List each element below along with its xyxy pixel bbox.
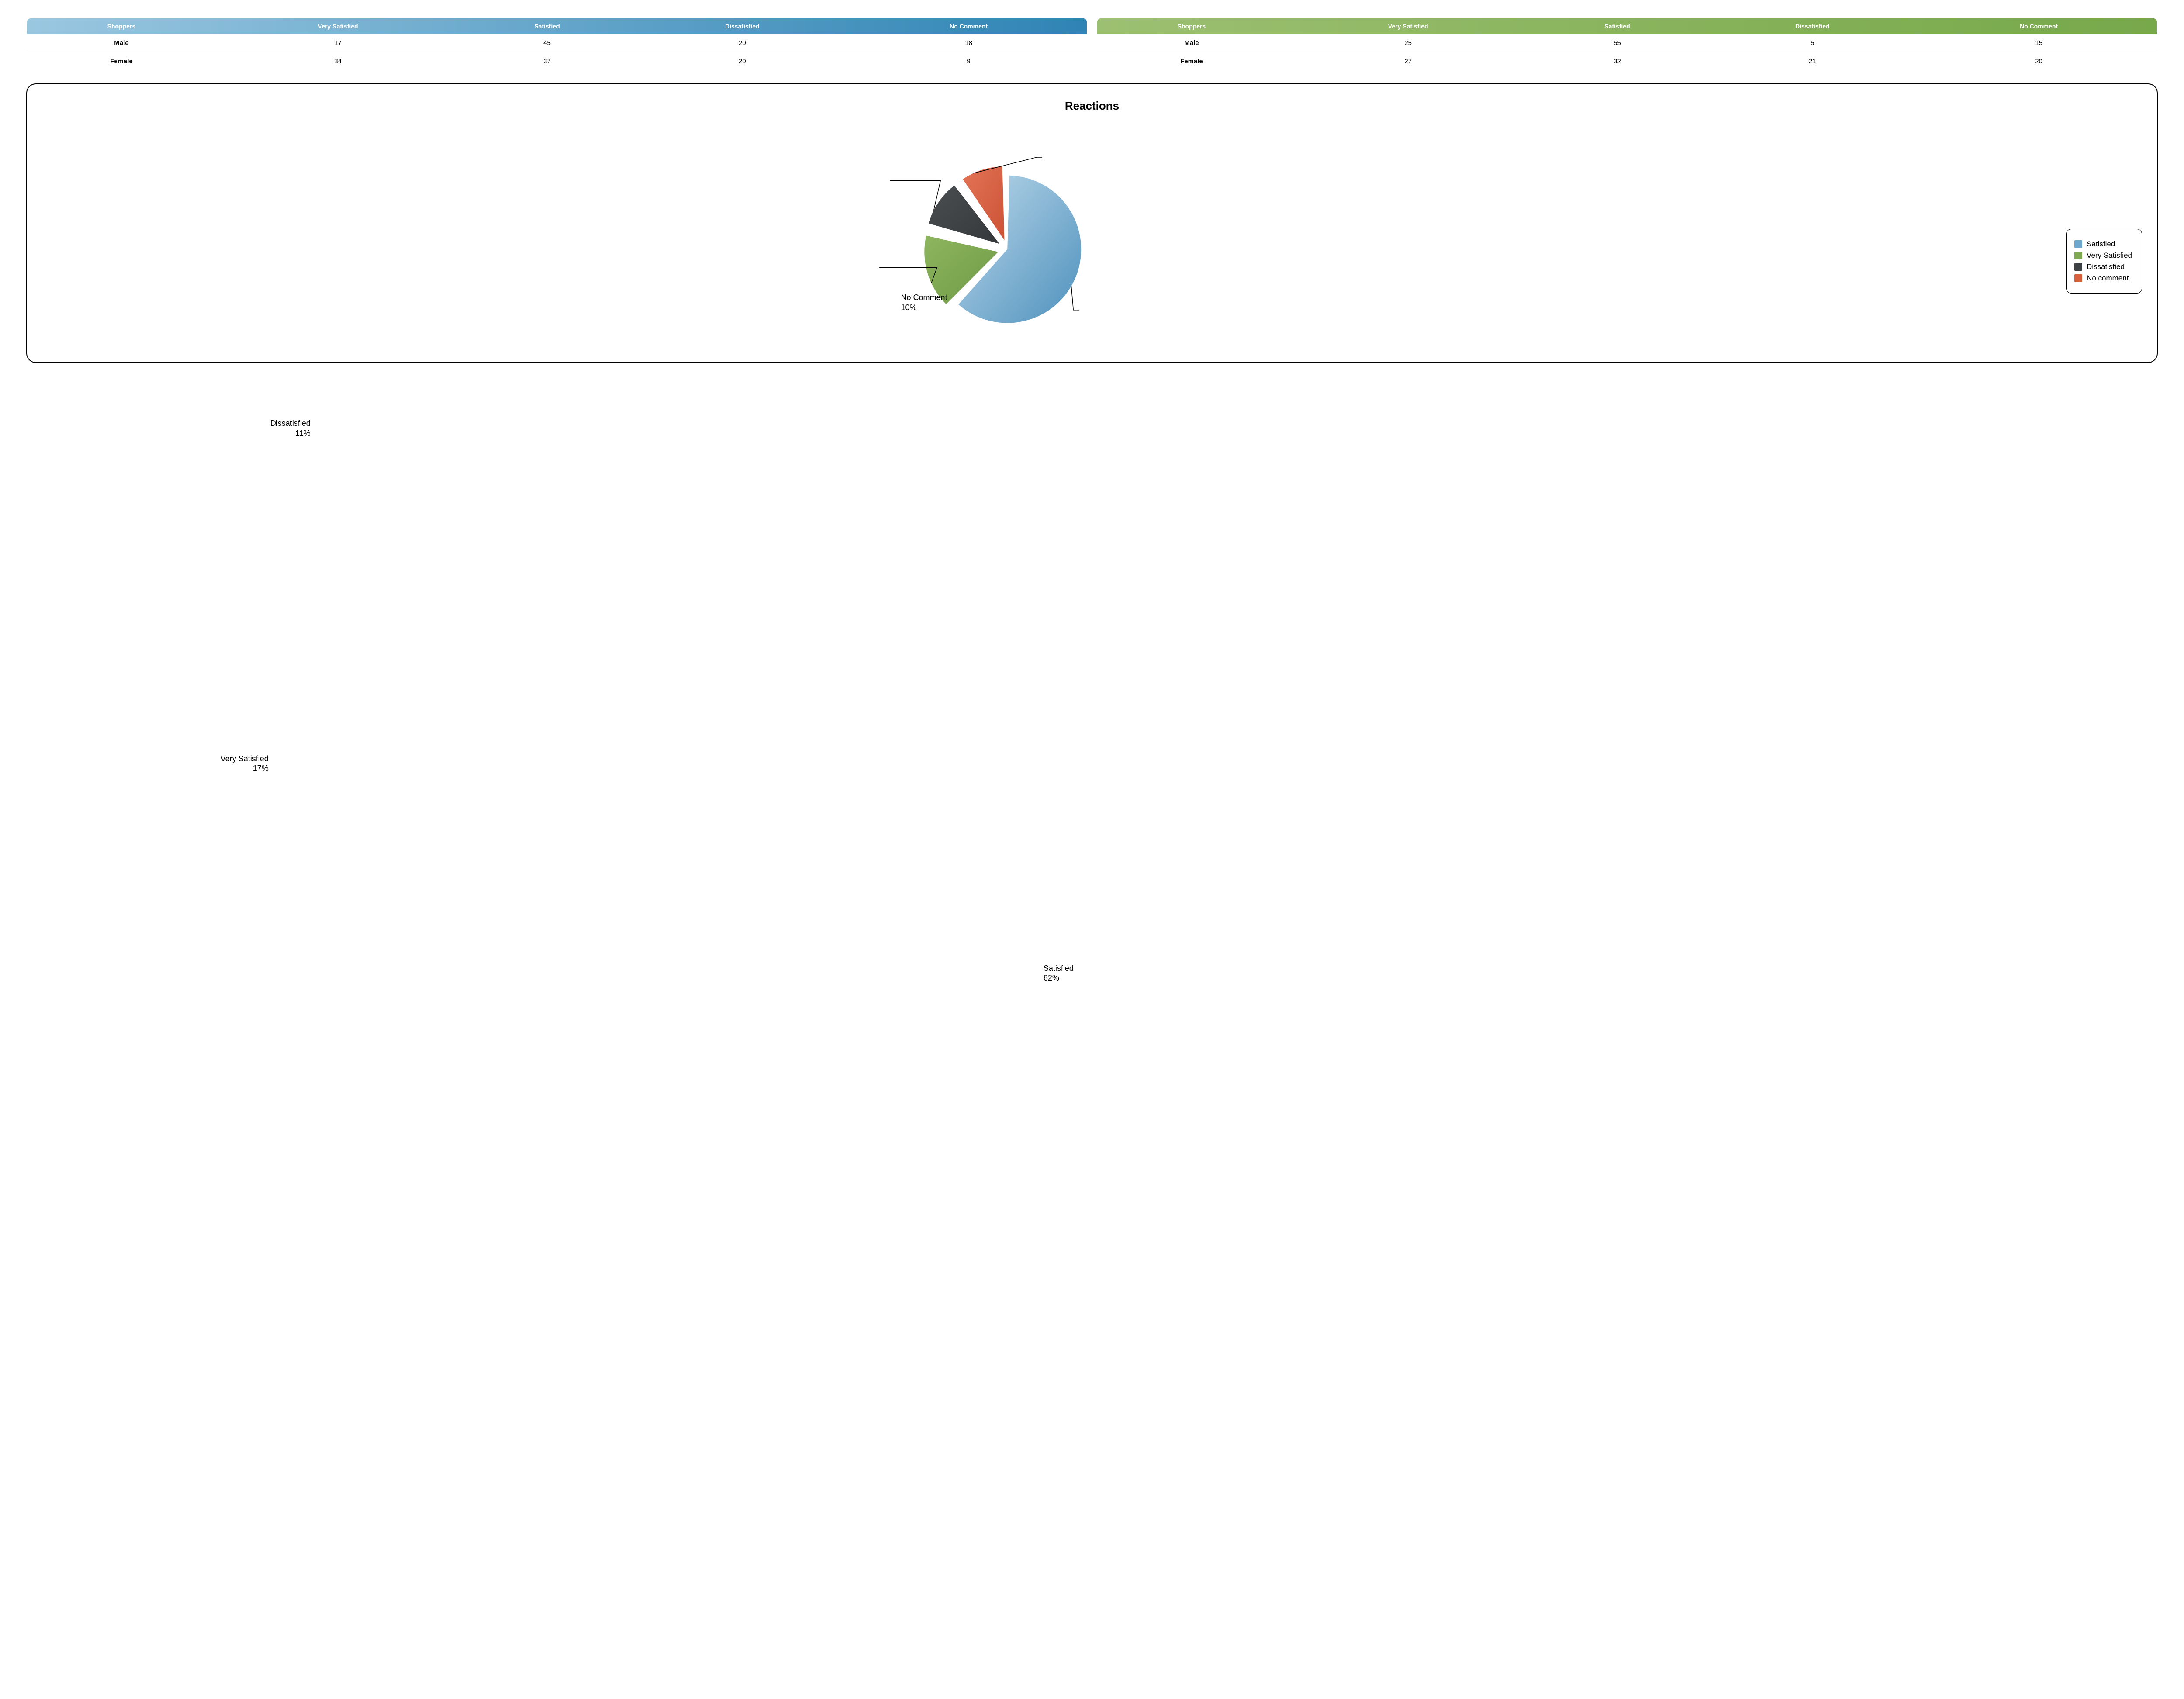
leader-line	[890, 181, 940, 211]
cell: 27	[1286, 52, 1531, 71]
legend: Satisfied Very Satisfied Dissatisfied No co…	[2066, 229, 2142, 294]
callout-label: No Comment	[901, 293, 947, 303]
leader-line	[1071, 286, 1079, 310]
callout-percent: 62%	[1044, 973, 1074, 983]
legend-swatch	[2074, 274, 2082, 282]
legend-item: No comment	[2074, 274, 2132, 283]
cell: 34	[216, 52, 460, 71]
cell: 18	[850, 34, 1087, 52]
table-blue: ShoppersVery SatisfiedSatisfiedDissatisf…	[26, 17, 1088, 71]
table-green: ShoppersVery SatisfiedSatisfiedDissatisf…	[1096, 17, 2158, 71]
cell: 5	[1704, 34, 1921, 52]
table-header-cell: Satisfied	[460, 18, 634, 34]
table-header-cell: Shoppers	[1097, 18, 1286, 34]
callout-no_comment: No Comment10%	[901, 293, 947, 312]
table-header-cell: Dissatisfied	[634, 18, 850, 34]
legend-item: Satisfied	[2074, 240, 2132, 249]
table-row: Female3437209	[27, 52, 1087, 71]
pie-chart	[27, 84, 2157, 362]
cell: 32	[1531, 52, 1704, 71]
legend-label: Satisfied	[2087, 240, 2115, 249]
table-header-cell: No Comment	[850, 18, 1087, 34]
table-row: Female27322120	[1097, 52, 2157, 71]
table-header-cell: Dissatisfied	[1704, 18, 1921, 34]
legend-swatch	[2074, 263, 2082, 271]
cell: 17	[216, 34, 460, 52]
table-header-cell: Satisfied	[1531, 18, 1704, 34]
chart-panel: Reactions Satisfied62%Very Satisfied17%D…	[26, 83, 2158, 363]
table-header-cell: Very Satisfied	[216, 18, 460, 34]
row-label: Male	[27, 34, 216, 52]
cell: 45	[460, 34, 634, 52]
cell: 37	[460, 52, 634, 71]
legend-label: No comment	[2087, 274, 2129, 283]
table-row: Male2555515	[1097, 34, 2157, 52]
table-row: Male17452018	[27, 34, 1087, 52]
cell: 25	[1286, 34, 1531, 52]
leader-line	[973, 157, 1042, 173]
cell: 55	[1531, 34, 1704, 52]
row-label: Female	[1097, 52, 1286, 71]
cell: 20	[1921, 52, 2157, 71]
pie-svg	[27, 84, 2157, 362]
table-header-cell: Very Satisfied	[1286, 18, 1531, 34]
row-label: Female	[27, 52, 216, 71]
callout-very_satisfied: Very Satisfied17%	[221, 754, 269, 774]
legend-label: Dissatisfied	[2087, 262, 2125, 271]
callout-percent: 10%	[901, 303, 947, 313]
cell: 9	[850, 52, 1087, 71]
callout-satisfied: Satisfied62%	[1044, 963, 1074, 983]
callout-label: Satisfied	[1044, 963, 1074, 974]
callout-percent: 17%	[221, 763, 269, 774]
table-header-cell: Shoppers	[27, 18, 216, 34]
table-header-cell: No Comment	[1921, 18, 2157, 34]
callout-percent: 11%	[270, 428, 311, 439]
legend-swatch	[2074, 240, 2082, 248]
cell: 20	[634, 52, 850, 71]
callout-dissatisfied: Dissatisfied11%	[270, 418, 311, 438]
cell: 20	[634, 34, 850, 52]
tables-row: ShoppersVery SatisfiedSatisfiedDissatisf…	[26, 17, 2158, 71]
callout-label: Very Satisfied	[221, 754, 269, 764]
row-label: Male	[1097, 34, 1286, 52]
cell: 21	[1704, 52, 1921, 71]
legend-item: Very Satisfied	[2074, 251, 2132, 260]
cell: 15	[1921, 34, 2157, 52]
legend-label: Very Satisfied	[2087, 251, 2132, 260]
legend-swatch	[2074, 252, 2082, 259]
legend-item: Dissatisfied	[2074, 262, 2132, 271]
callout-label: Dissatisfied	[270, 418, 311, 428]
